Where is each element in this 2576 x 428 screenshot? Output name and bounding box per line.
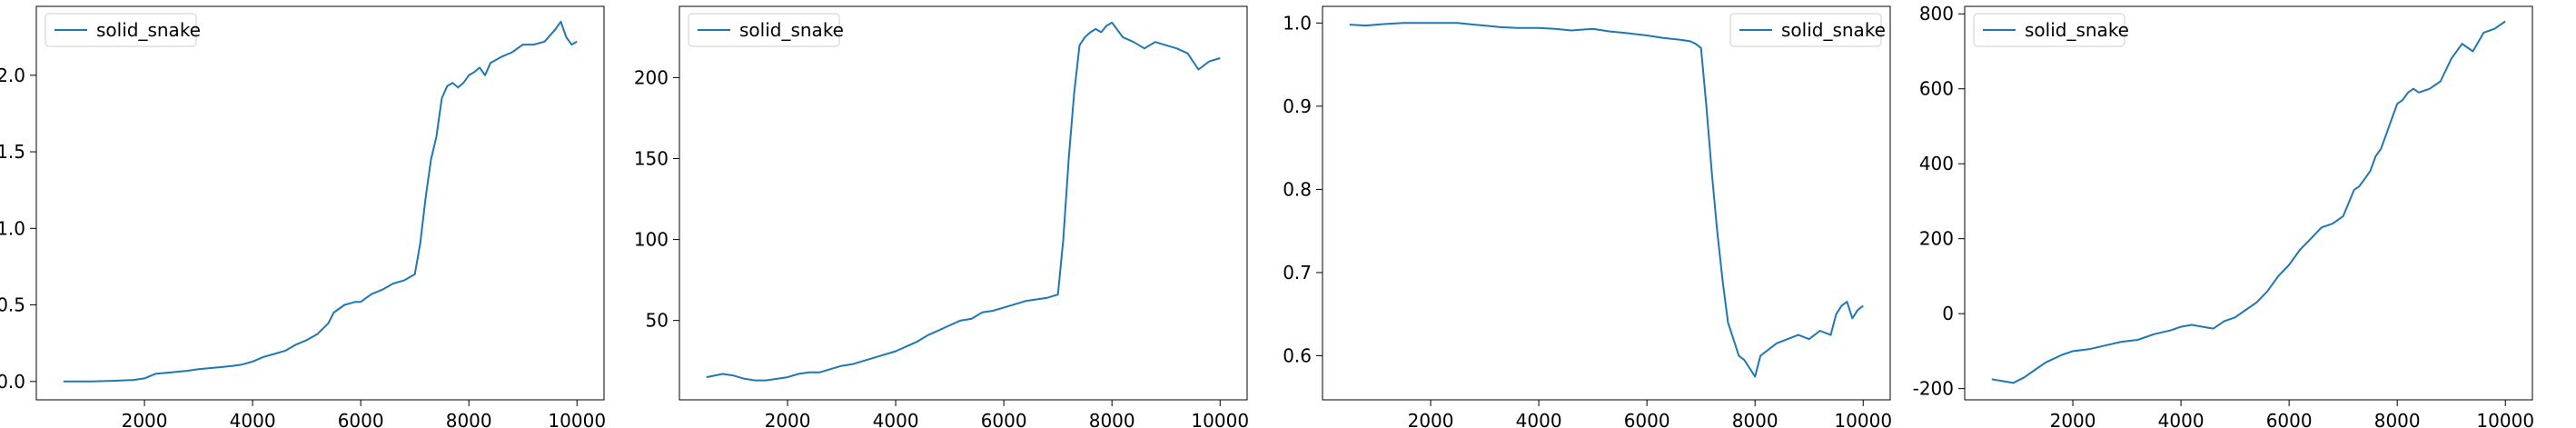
y-tick-label: 0.7: [1283, 262, 1312, 284]
y-tick-label: 600: [1919, 78, 1954, 100]
plot-area: [1965, 6, 2532, 400]
x-tick-label: 4000: [230, 410, 276, 428]
axes-frame: [1964, 5, 2533, 401]
legend-box: [1729, 13, 1882, 47]
legend-box: [1973, 13, 2125, 47]
series-line-solid_snake: [63, 20, 578, 383]
legend: solid_snake: [45, 13, 201, 47]
x-tick-label: 2000: [1408, 410, 1454, 428]
y-tick-label: 0.6: [1283, 344, 1312, 366]
y-tick-label: 1.0: [1283, 12, 1312, 34]
legend-label: solid_snake: [739, 19, 844, 41]
plot-area: [679, 6, 1247, 400]
x-tick-label: 8000: [446, 410, 492, 428]
y-tick-label: 50: [646, 310, 669, 332]
x-tick-label: 6000: [2266, 410, 2313, 428]
x-tick-label: 10000: [1191, 410, 1249, 428]
y-tick-label: -200: [1913, 378, 1954, 400]
plot-area: [36, 6, 604, 400]
y-tick-label: 2.0: [0, 65, 25, 86]
legend-label: solid_snake: [2025, 19, 2129, 41]
x-tick-label: 10000: [1834, 410, 1892, 428]
legend: solid_snake: [1729, 13, 1886, 47]
series-line-solid_snake: [706, 21, 1221, 382]
chart-panel-1: 2000 4000 6000 8000 10000 0.0 0.5 1.0 1.5 2.0 soli…: [0, 5, 606, 428]
chart-panel-3: 2000 4000 6000 8000 10000 0.6 0.7 0.8 0.9 1.0 soli…: [1283, 5, 1892, 428]
legend-box: [45, 13, 197, 47]
series-line-solid_snake: [1349, 22, 1864, 378]
y-tick-label: 0.8: [1283, 178, 1312, 200]
x-tick-label: 4000: [873, 410, 919, 428]
legend-label: solid_snake: [96, 19, 201, 41]
y-tick-label: 200: [634, 66, 669, 88]
axes-frame: [1322, 5, 1891, 401]
y-tick-label: 1.0: [0, 217, 25, 239]
y-tick-label: 1.5: [0, 141, 25, 163]
axes-frame: [35, 5, 605, 401]
x-tick-label: 4000: [2158, 410, 2204, 428]
y-tick-label: 200: [1919, 228, 1954, 250]
x-tick-label: 8000: [2374, 410, 2421, 428]
y-tick-label: 0.5: [0, 294, 25, 316]
x-tick-label: 10000: [548, 410, 606, 428]
y-tick-label: 0.9: [1283, 95, 1312, 117]
series-line-solid_snake: [1991, 20, 2506, 384]
x-tick-label: 10000: [2476, 410, 2534, 428]
x-tick-label: 8000: [1732, 410, 1778, 428]
y-tick-label: 0.0: [0, 371, 25, 393]
y-tick-label: 0: [1942, 303, 1954, 324]
legend: solid_snake: [688, 13, 844, 47]
legend-box: [688, 13, 840, 47]
x-tick-label: 4000: [1516, 410, 1562, 428]
x-tick-label: 2000: [122, 410, 168, 428]
x-tick-label: 8000: [1089, 410, 1135, 428]
axes-frame: [679, 5, 1248, 401]
y-tick-label: 100: [634, 229, 669, 251]
y-tick-label: 800: [1919, 3, 1954, 25]
x-tick-label: 6000: [338, 410, 384, 428]
chart-panel-4: 2000 4000 6000 8000 10000 -200 0 200 400 600 800 so…: [1913, 3, 2534, 428]
x-tick-label: 6000: [981, 410, 1027, 428]
plot-area: [1323, 6, 1890, 400]
x-tick-label: 2000: [765, 410, 811, 428]
x-tick-label: 6000: [1624, 410, 1670, 428]
x-tick-label: 2000: [2050, 410, 2096, 428]
legend: solid_snake: [1973, 13, 2129, 47]
y-tick-label: 150: [634, 147, 669, 169]
legend-label: solid_snake: [1781, 19, 1886, 41]
y-tick-label: 400: [1919, 153, 1954, 174]
chart-panel-2: 2000 4000 6000 8000 10000 50 100 150 200 solid_sn…: [634, 5, 1249, 428]
